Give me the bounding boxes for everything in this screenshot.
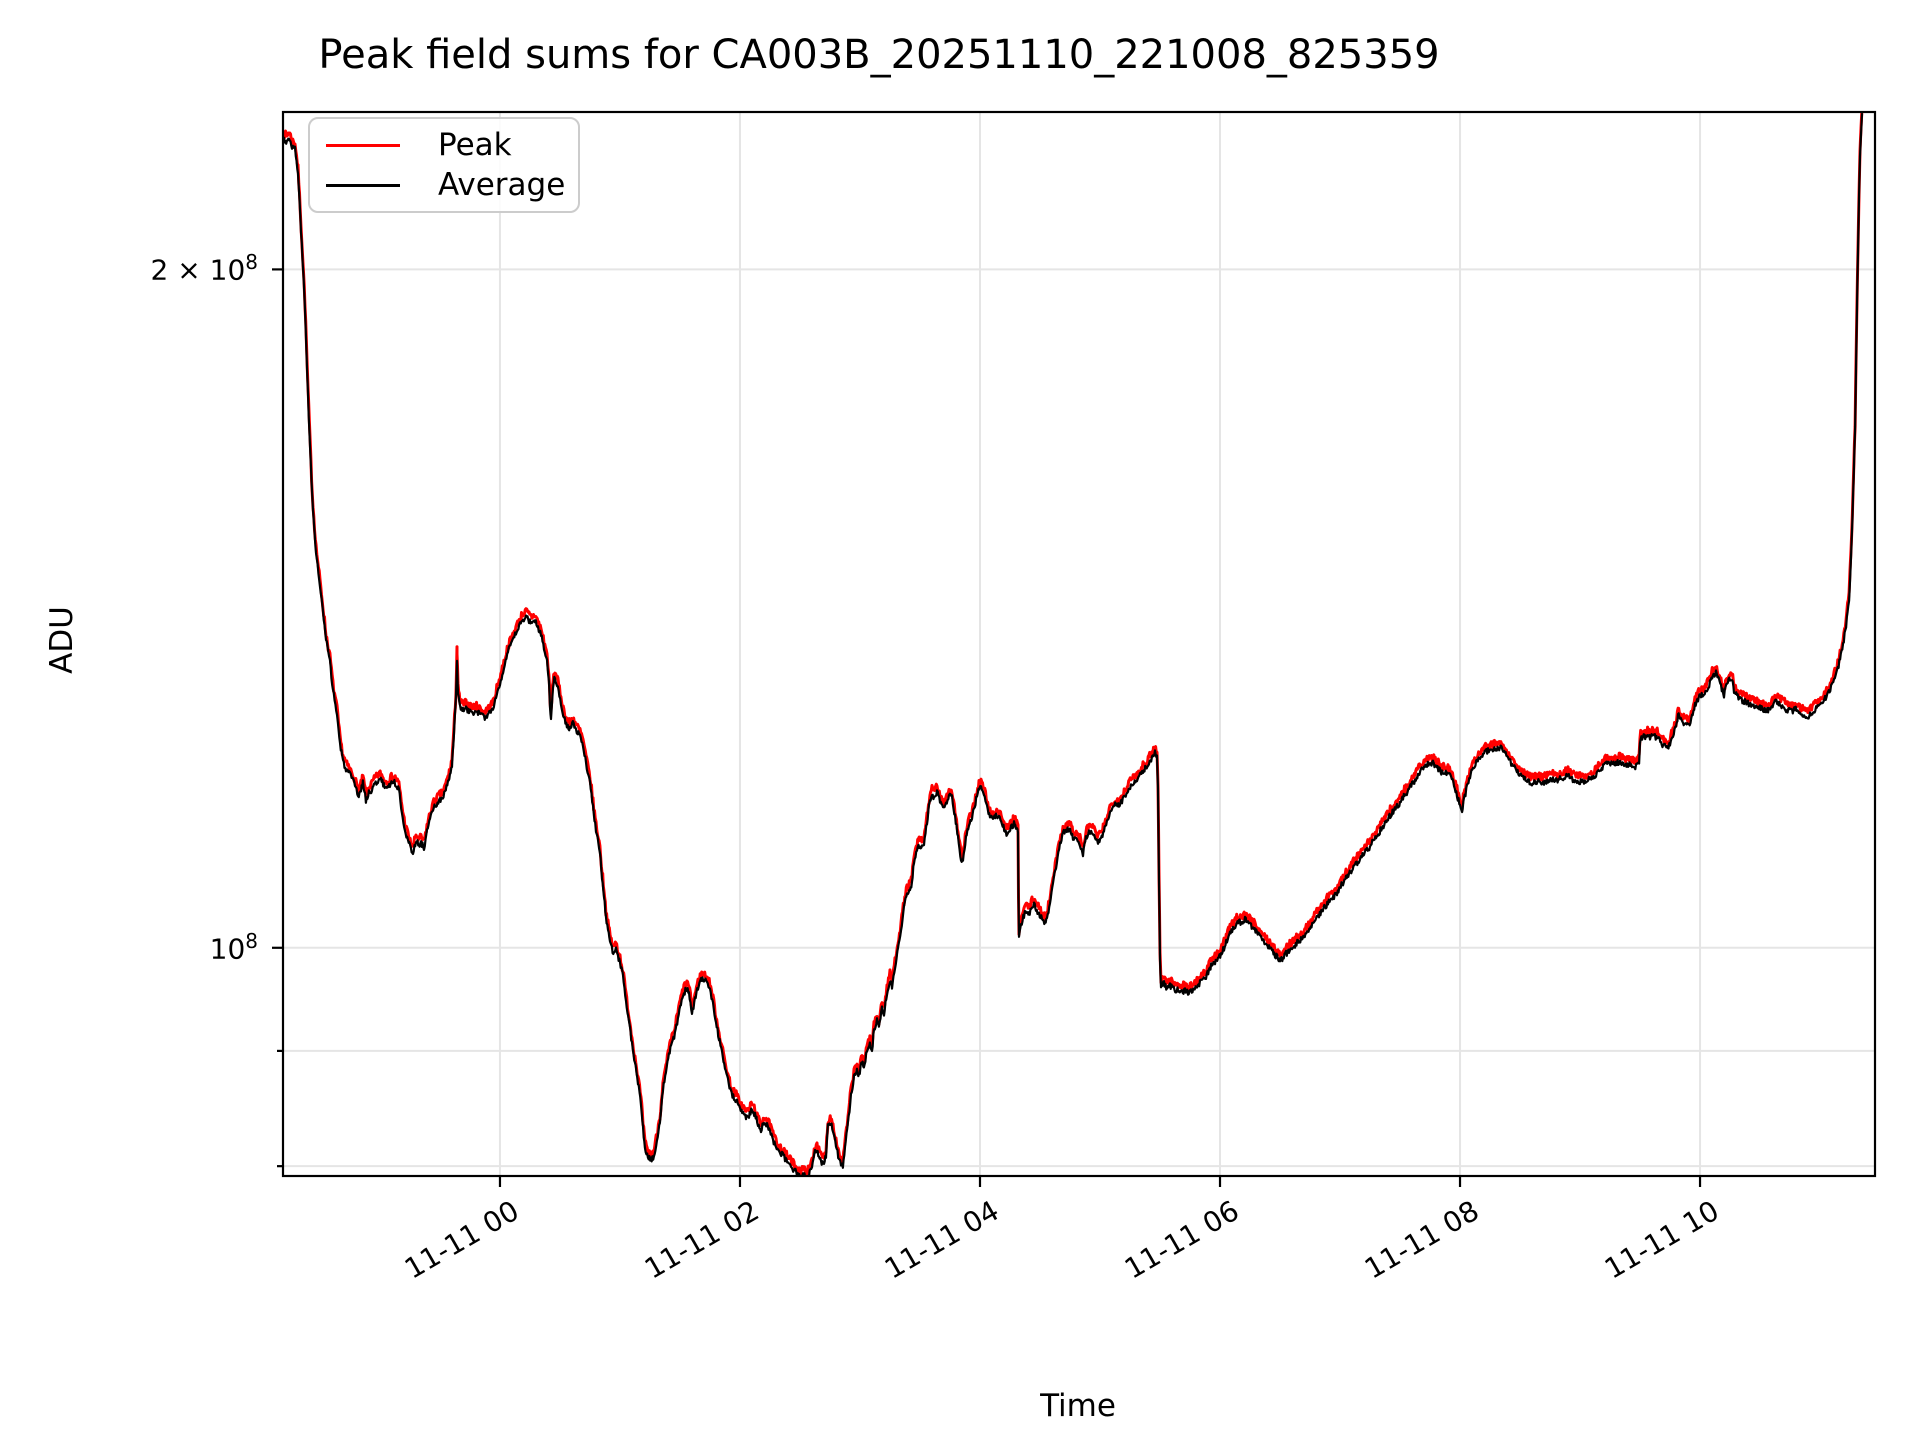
y-tick-label: 2 × 108 — [150, 250, 258, 287]
series-average-line — [283, 113, 1864, 1176]
legend: Peak Average — [308, 117, 580, 213]
axes-frame — [281, 110, 1877, 1178]
series-group — [283, 112, 1864, 1176]
grid-group — [283, 112, 1875, 1176]
legend-item-average: Average — [310, 165, 578, 205]
x-axis-label: Time — [1040, 1388, 1116, 1424]
legend-label-peak: Peak — [438, 127, 512, 163]
legend-label-average: Average — [438, 167, 566, 203]
y-axis-label: ADU — [44, 606, 80, 674]
series-peak-line — [283, 112, 1864, 1176]
chart-title: Peak field sums for CA003B_20251110_2210… — [318, 32, 1440, 78]
legend-item-peak: Peak — [310, 125, 578, 165]
y-tick-label: 108 — [209, 928, 258, 966]
axes-group — [272, 110, 1877, 1187]
peak-line-swatch-icon — [326, 143, 400, 147]
average-line-swatch-icon — [326, 183, 400, 187]
